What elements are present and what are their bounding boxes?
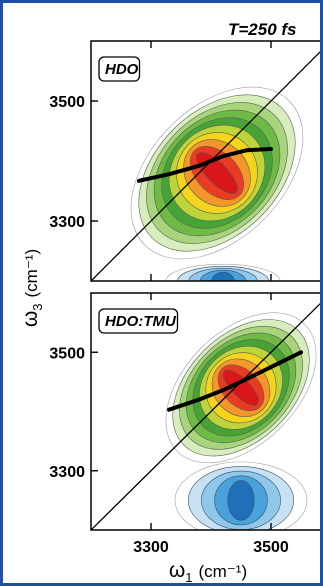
panel-label: HDO:TMU: [105, 313, 177, 330]
y-axis-label: ω3 (cm⁻¹): [19, 249, 45, 327]
svg-text:ω3(cm⁻¹): ω3 (cm⁻¹): [19, 249, 45, 327]
header-title: T=250 fs: [228, 20, 297, 39]
positive-contour-level: [222, 369, 260, 406]
contour-plot: [91, 293, 320, 530]
x-tick-label: 3300: [133, 539, 169, 556]
negative-contour-level: [227, 480, 255, 521]
x-axis-symbol: ω: [169, 559, 185, 582]
center-line: [137, 147, 273, 183]
x-axis-subscript: 1: [185, 570, 192, 583]
contour-plot: [91, 41, 320, 281]
svg-text:ω1(cm⁻¹): ω1 (cm⁻¹): [169, 559, 247, 583]
y-axis-symbol: ω: [19, 311, 42, 327]
y-axis-unit: (cm⁻¹): [22, 249, 41, 298]
y-tick-label: 3500: [49, 94, 85, 111]
center-line: [167, 350, 303, 412]
chart-figure: T=250 fs 3300 3500 HDO 3300 3500 3300 3500 HDO…: [19, 20, 320, 583]
panel-border: [90, 292, 320, 531]
panel-hdo: 3300 3500 HDO: [49, 40, 320, 282]
diagonal-line: [91, 302, 320, 530]
y-axis-subscript: 3: [30, 303, 45, 310]
x-axis-label: ω1 (cm⁻¹): [169, 559, 247, 583]
panel-label: HDO: [105, 61, 139, 78]
x-axis-unit: (cm⁻¹): [199, 562, 248, 581]
y-tick-label: 3300: [49, 214, 85, 231]
y-tick-label: 3500: [49, 345, 85, 362]
panel-label-box: [98, 308, 179, 334]
panel-border: [90, 40, 320, 282]
x-tick-label: 3500: [253, 539, 289, 556]
panel-hdo-tmu: 3300 3500 3300 3500 HDO:TMU: [49, 292, 320, 556]
panel-label-box: [98, 56, 141, 82]
y-tick-label: 3300: [49, 464, 85, 481]
